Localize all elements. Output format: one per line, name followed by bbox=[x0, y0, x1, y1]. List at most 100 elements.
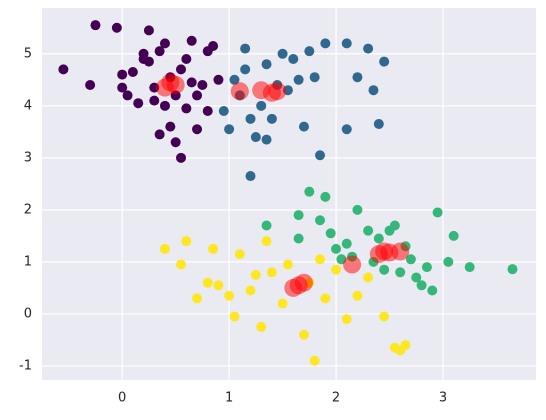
scatter-point bbox=[159, 243, 170, 254]
scatter-point bbox=[341, 124, 352, 135]
scatter-point bbox=[432, 207, 443, 218]
scatter-point bbox=[320, 191, 331, 202]
scatter-point bbox=[250, 269, 261, 280]
scatter-point bbox=[293, 210, 304, 221]
scatter-point bbox=[368, 85, 379, 96]
scatter-point bbox=[154, 129, 165, 140]
scatter-point bbox=[373, 233, 384, 244]
y-tick-label: 3 bbox=[24, 150, 32, 165]
scatter-point bbox=[421, 262, 432, 273]
scatter-point bbox=[277, 48, 288, 59]
scatter-point bbox=[224, 124, 235, 135]
scatter-point bbox=[379, 56, 390, 67]
scatter-point bbox=[363, 272, 374, 283]
scatter-point bbox=[117, 69, 128, 80]
scatter-point bbox=[208, 243, 219, 254]
scatter-point bbox=[266, 267, 277, 278]
centroid-point bbox=[343, 255, 362, 274]
scatter-point bbox=[170, 137, 181, 148]
y-tick-label: 0 bbox=[24, 306, 32, 321]
scatter-point bbox=[304, 46, 315, 57]
scatter-point bbox=[395, 267, 406, 278]
scatter-point bbox=[379, 311, 390, 322]
scatter-point bbox=[176, 64, 187, 75]
centroid-point bbox=[230, 82, 249, 101]
scatter-point bbox=[245, 171, 256, 182]
scatter-point bbox=[245, 113, 256, 124]
scatter-point bbox=[197, 80, 208, 91]
scatter-point bbox=[352, 290, 363, 301]
scatter-point bbox=[261, 134, 272, 145]
scatter-point bbox=[186, 77, 197, 88]
centroid-point bbox=[268, 82, 287, 101]
scatter-point bbox=[304, 186, 315, 197]
scatter-point bbox=[293, 233, 304, 244]
scatter-point bbox=[282, 259, 293, 270]
scatter-point bbox=[320, 38, 331, 49]
scatter-point bbox=[224, 290, 235, 301]
scatter-point bbox=[159, 38, 170, 49]
scatter-point bbox=[250, 132, 261, 143]
scatter-point bbox=[117, 82, 128, 93]
scatter-point bbox=[379, 264, 390, 275]
y-tick-label: 5 bbox=[24, 46, 32, 61]
scatter-point bbox=[159, 100, 170, 111]
scatter-point bbox=[176, 259, 187, 270]
scatter-point bbox=[298, 121, 309, 132]
scatter-point bbox=[218, 106, 229, 117]
scatter-point bbox=[293, 74, 304, 85]
scatter-point bbox=[58, 64, 69, 75]
y-tick-label: 1 bbox=[24, 254, 32, 269]
y-tick-label: 4 bbox=[24, 98, 32, 113]
scatter-point bbox=[234, 249, 245, 260]
scatter-point bbox=[229, 74, 240, 85]
centroid-point bbox=[166, 76, 185, 95]
scatter-point bbox=[181, 103, 192, 114]
y-tick-label: 2 bbox=[24, 202, 32, 217]
scatter-point bbox=[213, 280, 224, 291]
scatter-point bbox=[240, 64, 251, 75]
scatter-point bbox=[507, 264, 518, 275]
scatter-point bbox=[277, 298, 288, 309]
scatter-point bbox=[143, 56, 154, 67]
scatter-point bbox=[261, 236, 272, 247]
x-tick-label: 3 bbox=[439, 391, 447, 406]
scatter-point bbox=[256, 100, 267, 111]
scatter-point bbox=[186, 35, 197, 46]
scatter-point bbox=[443, 256, 454, 267]
scatter-point bbox=[341, 38, 352, 49]
scatter-point bbox=[448, 230, 459, 241]
scatter-point bbox=[127, 66, 138, 77]
scatter-point bbox=[315, 215, 326, 226]
scatter-point bbox=[208, 40, 219, 51]
scatter-point bbox=[202, 106, 213, 117]
scatter-point bbox=[149, 95, 160, 106]
scatter-point bbox=[181, 53, 192, 64]
scatter-point bbox=[298, 329, 309, 340]
scatter-point bbox=[411, 272, 422, 283]
centroid-point bbox=[391, 242, 410, 261]
scatter-point bbox=[111, 22, 122, 33]
scatter-point bbox=[85, 80, 96, 91]
scatter-point bbox=[416, 280, 427, 291]
scatter-point bbox=[266, 113, 277, 124]
scatter-point bbox=[325, 228, 336, 239]
scatter-point bbox=[373, 119, 384, 130]
scatter-point bbox=[331, 243, 342, 254]
scatter-point bbox=[331, 264, 342, 275]
x-tick-label: 0 bbox=[118, 391, 126, 406]
scatter-point bbox=[315, 254, 326, 265]
scatter-point bbox=[143, 25, 154, 36]
scatter-point bbox=[309, 72, 320, 83]
scatter-point bbox=[90, 20, 101, 31]
scatter-point bbox=[213, 74, 224, 85]
scatter-point bbox=[352, 72, 363, 83]
scatter-point bbox=[315, 150, 326, 161]
scatter-point bbox=[122, 90, 133, 101]
centroid-point bbox=[294, 273, 313, 292]
scatter-point bbox=[261, 59, 272, 70]
scatter-point bbox=[181, 236, 192, 247]
scatter-point bbox=[341, 238, 352, 249]
scatter-point bbox=[288, 53, 299, 64]
